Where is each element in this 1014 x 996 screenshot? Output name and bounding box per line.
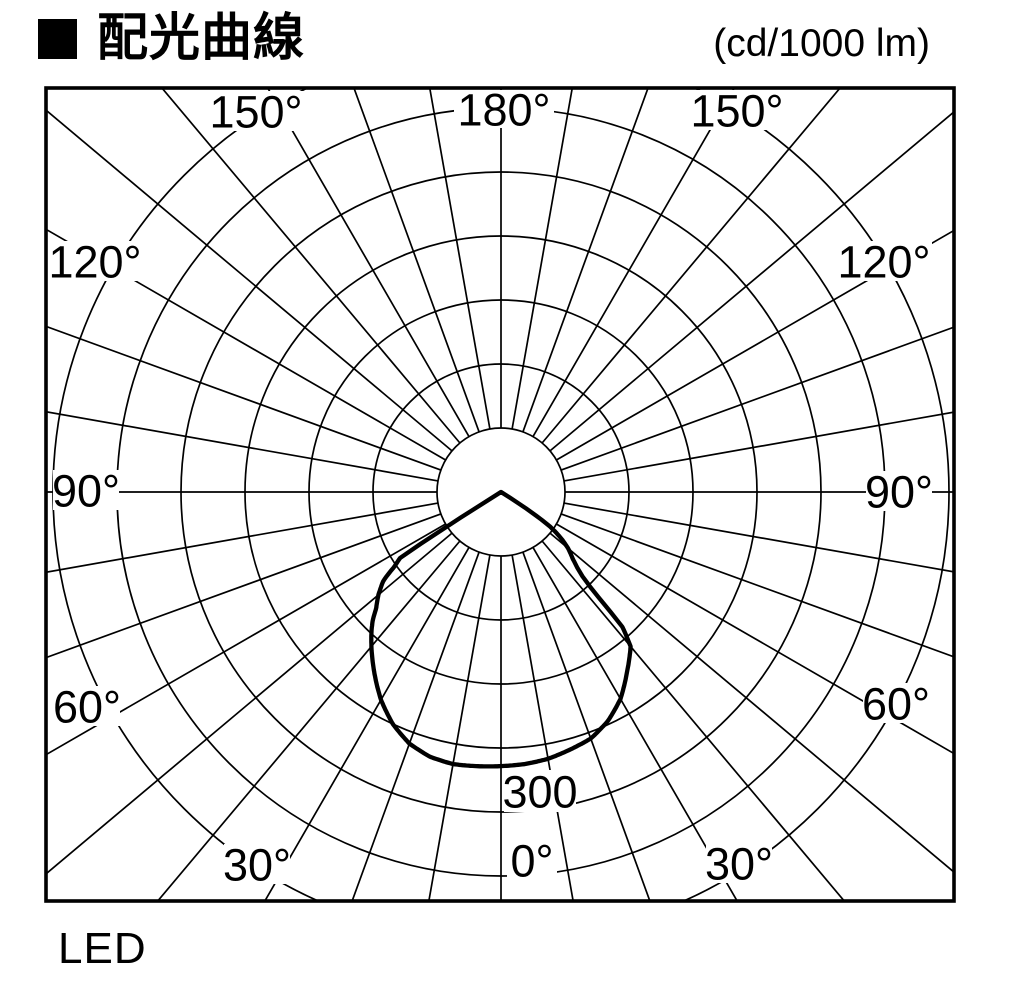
polar-grid-ray [46,109,453,452]
polar-grid-ray [541,88,842,444]
angle-label: 60° [862,679,930,730]
angle-label: 60° [53,682,121,733]
angle-label-backing [689,90,785,130]
polar-grid-ray [522,551,651,901]
source-type-label: LED [58,924,147,973]
angle-label-backing [53,470,119,510]
polar-grid-ray [160,88,461,444]
angle-label-backing [507,840,557,880]
ring-value-label-backing [504,770,576,812]
angle-label: 0° [510,836,553,887]
polar-grid-ray [46,410,439,482]
polar-grid-ray [351,551,480,901]
angle-label-backing [706,843,772,883]
polar-grid-ray [555,229,954,461]
angle-label-backing [208,91,304,131]
polar-grid-ray [511,88,574,430]
angle-label-backing [863,683,929,723]
angle-label: 120° [48,237,141,288]
angle-label-backing [454,90,554,128]
angle-label-backing [866,471,932,511]
polar-grid-ray [549,532,954,874]
polar-grid-ray [428,88,491,430]
polar-grid-ray [46,502,439,574]
angle-label-backing [53,241,137,281]
section-header: 配光曲線 [38,12,305,63]
polar-grid-ray [46,513,442,659]
angle-label: 90° [865,467,933,518]
angle-label: 120° [837,237,930,288]
polar-grid-ray [560,513,954,658]
polar-grid-ray [46,532,453,875]
polar-grid-ray [263,546,470,901]
polar-grid-ray [532,88,736,438]
polar-grid-ray [555,523,954,755]
page-title: 配光曲線 [97,9,306,66]
polar-grid-ray [560,326,954,471]
angle-label-backing [224,844,290,884]
polar-grid-ray [46,523,447,756]
angle-label: 90° [52,466,120,517]
angle-label: 30° [705,839,773,890]
polar-grid-ray [541,540,846,901]
angle-label: 150° [690,86,783,137]
plot-border [44,86,956,903]
angle-label-backing [836,241,932,281]
polar-grid-ray [156,540,461,901]
angle-label-backing [54,686,120,726]
polar-grid-ray [522,88,649,433]
angle-label: 30° [223,840,291,891]
angle-label: 150° [209,87,302,138]
polar-grid-ray [549,110,954,452]
polar-grid-ray [563,411,954,482]
polar-grid-ray [428,554,491,901]
polar-grid-ray [563,502,954,573]
polar-grid-ray [46,228,447,461]
intensity-curve [369,489,633,769]
polar-grid-ray [511,554,574,901]
polar-grid-ray [46,325,442,471]
polar-grid-ray [532,546,739,901]
polar-grid-ray [353,88,480,433]
angle-label: 180° [457,85,550,136]
chart-unit-label: (cd/1000 lm) [713,22,930,65]
ring-value-label: 300 [502,767,577,818]
polar-grid-ray [266,88,470,438]
section-bullet-square [38,18,77,59]
